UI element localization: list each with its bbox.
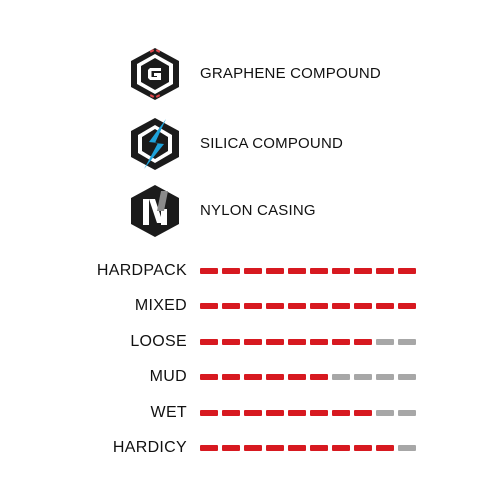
rating-segment-filled xyxy=(354,268,372,274)
rating-segment-filled xyxy=(200,445,218,451)
rating-bar xyxy=(200,339,416,345)
rating-segment-empty xyxy=(376,410,394,416)
rating-segment-filled xyxy=(222,410,240,416)
rating-segment-filled xyxy=(332,268,350,274)
rating-segment-filled xyxy=(200,303,218,309)
rating-label: MIXED xyxy=(134,297,187,314)
rating-segment-filled xyxy=(332,339,350,345)
rating-segment-filled xyxy=(266,339,284,345)
rating-bar xyxy=(200,410,416,416)
rating-segment-empty xyxy=(332,374,350,380)
rating-segment-filled xyxy=(222,303,240,309)
rating-segment-empty xyxy=(376,374,394,380)
rating-segment-filled xyxy=(354,303,372,309)
rating-label: MUD xyxy=(149,368,187,385)
rating-segment-filled xyxy=(222,374,240,380)
rating-segment-filled xyxy=(288,268,306,274)
rating-bar xyxy=(200,303,416,309)
rating-segment-filled xyxy=(244,339,262,345)
rating-row-hardpack: HARDPACK xyxy=(0,260,500,282)
feature-silica: SILICA COMPOUND xyxy=(128,116,458,172)
rating-label: HARDPACK xyxy=(96,262,187,279)
rating-segment-filled xyxy=(310,410,328,416)
feature-graphene: GRAPHENE COMPOUND xyxy=(128,46,458,102)
rating-segment-filled xyxy=(332,445,350,451)
rating-segment-filled xyxy=(288,303,306,309)
rating-segment-filled xyxy=(376,303,394,309)
rating-segment-filled xyxy=(376,268,394,274)
rating-segment-filled xyxy=(398,268,416,274)
rating-segment-filled xyxy=(244,268,262,274)
rating-segment-filled xyxy=(310,445,328,451)
rating-segment-filled xyxy=(310,303,328,309)
rating-segment-filled xyxy=(222,268,240,274)
rating-bar xyxy=(200,445,416,451)
rating-segment-empty xyxy=(398,410,416,416)
rating-segment-filled xyxy=(222,339,240,345)
rating-bar xyxy=(200,374,416,380)
rating-segment-filled xyxy=(222,445,240,451)
rating-segment-empty xyxy=(376,339,394,345)
rating-label: LOOSE xyxy=(130,333,187,350)
rating-segment-filled xyxy=(200,339,218,345)
rating-bar xyxy=(200,268,416,274)
rating-row-hardicy: HARDICY xyxy=(0,437,500,459)
rating-segment-filled xyxy=(266,410,284,416)
rating-segment-filled xyxy=(310,268,328,274)
rating-segment-empty xyxy=(398,445,416,451)
rating-row-mixed: MIXED xyxy=(0,295,500,317)
feature-nylon: NYLON CASING xyxy=(128,183,458,239)
rating-segment-filled xyxy=(244,303,262,309)
rating-segment-empty xyxy=(354,374,372,380)
rating-segment-filled xyxy=(398,303,416,309)
rating-segment-filled xyxy=(310,339,328,345)
rating-segment-filled xyxy=(266,374,284,380)
rating-segment-filled xyxy=(200,374,218,380)
rating-segment-filled xyxy=(244,374,262,380)
rating-segment-filled xyxy=(310,374,328,380)
nylon-n-icon xyxy=(128,183,182,239)
rating-segment-filled xyxy=(332,303,350,309)
rating-segment-filled xyxy=(332,410,350,416)
rating-label: WET xyxy=(150,404,187,421)
rating-segment-filled xyxy=(244,410,262,416)
feature-label: NYLON CASING xyxy=(200,202,316,219)
rating-row-wet: WET xyxy=(0,402,500,424)
rating-row-mud: MUD xyxy=(0,366,500,388)
feature-label: SILICA COMPOUND xyxy=(200,135,344,152)
rating-segment-filled xyxy=(266,445,284,451)
rating-segment-empty xyxy=(398,339,416,345)
rating-segment-filled xyxy=(354,445,372,451)
graphene-g-icon xyxy=(128,46,182,102)
rating-segment-filled xyxy=(288,339,306,345)
rating-segment-filled xyxy=(354,410,372,416)
rating-segment-filled xyxy=(288,445,306,451)
rating-segment-filled xyxy=(354,339,372,345)
rating-segment-filled xyxy=(200,268,218,274)
rating-row-loose: LOOSE xyxy=(0,331,500,353)
feature-label: GRAPHENE COMPOUND xyxy=(200,65,381,82)
rating-segment-filled xyxy=(244,445,262,451)
rating-segment-filled xyxy=(266,268,284,274)
rating-segment-filled xyxy=(266,303,284,309)
rating-segment-filled xyxy=(288,410,306,416)
rating-segment-filled xyxy=(200,410,218,416)
rating-segment-empty xyxy=(398,374,416,380)
silica-lightning-icon xyxy=(128,116,182,172)
rating-label: HARDICY xyxy=(112,439,187,456)
rating-segment-filled xyxy=(288,374,306,380)
rating-segment-filled xyxy=(376,445,394,451)
